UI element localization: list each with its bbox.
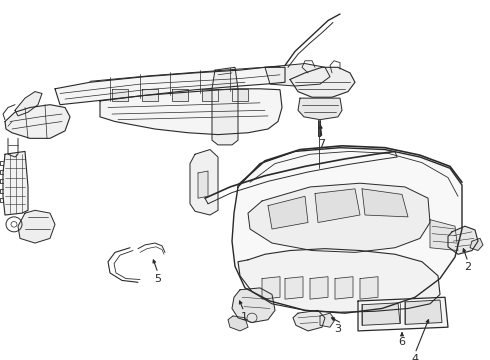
- Text: 3: 3: [335, 324, 342, 334]
- Polygon shape: [335, 277, 353, 299]
- Polygon shape: [112, 89, 128, 101]
- Text: 6: 6: [398, 337, 406, 347]
- Polygon shape: [212, 67, 238, 145]
- Polygon shape: [232, 148, 462, 313]
- Polygon shape: [15, 91, 42, 116]
- Polygon shape: [18, 210, 55, 243]
- Polygon shape: [262, 277, 280, 299]
- Polygon shape: [310, 277, 328, 299]
- Polygon shape: [405, 300, 442, 324]
- Polygon shape: [315, 189, 360, 222]
- Text: 7: 7: [318, 139, 325, 149]
- Polygon shape: [320, 313, 335, 327]
- Polygon shape: [202, 89, 218, 101]
- Polygon shape: [232, 288, 275, 323]
- Polygon shape: [362, 189, 408, 217]
- Polygon shape: [238, 249, 440, 312]
- Polygon shape: [362, 303, 400, 325]
- Polygon shape: [265, 64, 330, 86]
- Polygon shape: [100, 89, 282, 135]
- Polygon shape: [470, 238, 483, 251]
- Polygon shape: [55, 67, 285, 105]
- Polygon shape: [248, 183, 430, 252]
- Polygon shape: [360, 277, 378, 299]
- Polygon shape: [358, 297, 448, 331]
- Polygon shape: [190, 149, 218, 215]
- Polygon shape: [293, 310, 325, 331]
- Polygon shape: [268, 196, 308, 229]
- Polygon shape: [298, 98, 342, 120]
- Polygon shape: [142, 89, 158, 101]
- Polygon shape: [232, 89, 248, 101]
- Polygon shape: [285, 277, 303, 299]
- Polygon shape: [290, 67, 355, 97]
- Polygon shape: [448, 226, 478, 254]
- Polygon shape: [430, 220, 458, 251]
- Polygon shape: [198, 171, 208, 198]
- Polygon shape: [3, 152, 28, 215]
- Polygon shape: [5, 105, 70, 138]
- Text: 1: 1: [241, 312, 247, 322]
- Text: 4: 4: [412, 354, 418, 360]
- Polygon shape: [228, 316, 248, 331]
- Text: 5: 5: [154, 274, 162, 284]
- Polygon shape: [172, 89, 188, 101]
- Text: 2: 2: [465, 262, 471, 273]
